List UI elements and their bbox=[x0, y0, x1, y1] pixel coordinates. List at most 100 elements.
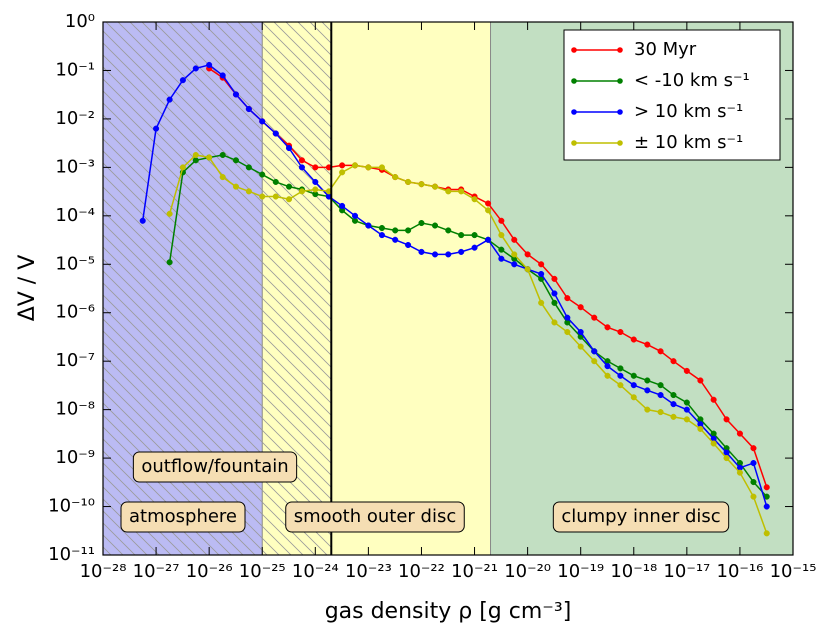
data-point bbox=[670, 392, 677, 399]
data-point bbox=[511, 251, 518, 258]
data-point bbox=[763, 484, 770, 491]
series-line bbox=[168, 154, 768, 534]
legend-marker bbox=[571, 109, 577, 115]
annotation: smooth outer disc bbox=[285, 501, 465, 533]
data-point bbox=[166, 96, 173, 103]
data-point bbox=[192, 157, 199, 164]
y-tick-label: 10⁻⁷ bbox=[55, 350, 95, 371]
data-point bbox=[219, 151, 226, 159]
annotation-box bbox=[552, 501, 730, 533]
legend-marker bbox=[571, 140, 577, 146]
data-point bbox=[431, 222, 439, 229]
data-point bbox=[670, 401, 677, 408]
x-tick-label: 10⁻²⁸ bbox=[80, 561, 127, 582]
annotation-label: atmosphere bbox=[129, 506, 237, 527]
legend-box bbox=[563, 29, 781, 161]
data-point bbox=[551, 319, 558, 326]
legend-label: > 10 km s⁻¹ bbox=[634, 101, 743, 122]
data-point bbox=[750, 479, 757, 486]
data-point bbox=[710, 440, 717, 447]
data-point bbox=[736, 430, 743, 437]
data-point bbox=[723, 449, 730, 456]
data-point bbox=[192, 151, 199, 159]
data-point bbox=[339, 162, 346, 169]
plot-frame bbox=[102, 21, 794, 556]
data-point bbox=[697, 377, 704, 384]
data-point bbox=[272, 193, 279, 200]
legend-label: 30 Myr bbox=[634, 39, 697, 60]
data-point bbox=[644, 406, 651, 413]
data-point bbox=[723, 416, 730, 423]
data-point bbox=[458, 248, 465, 255]
data-point bbox=[564, 314, 571, 321]
x-axis-label: gas density ρ [g cm⁻³] bbox=[325, 599, 572, 624]
data-point bbox=[285, 145, 293, 152]
data-point bbox=[351, 212, 359, 219]
x-tick-label: 10⁻²⁷ bbox=[133, 561, 180, 582]
data-point bbox=[245, 105, 252, 113]
legend-label: ± 10 km s⁻¹ bbox=[634, 132, 743, 153]
x-tick-label: 10⁻²⁶ bbox=[186, 561, 233, 582]
data-point bbox=[179, 164, 186, 171]
y-tick-label: 10⁻⁸ bbox=[55, 399, 95, 420]
data-point bbox=[272, 178, 279, 185]
annotation: clumpy inner disc bbox=[552, 501, 730, 533]
data-point bbox=[298, 157, 305, 164]
data-point bbox=[644, 341, 651, 348]
legend-marker bbox=[617, 47, 623, 53]
data-point bbox=[418, 181, 425, 188]
data-point bbox=[524, 266, 531, 273]
data-point bbox=[683, 399, 690, 406]
x-tick-label: 10⁻¹⁶ bbox=[717, 561, 764, 582]
data-point bbox=[232, 183, 240, 190]
data-point bbox=[511, 261, 518, 268]
data-point bbox=[471, 196, 478, 203]
data-point bbox=[670, 413, 677, 420]
x-tick-label: 10⁻¹⁵ bbox=[770, 561, 817, 582]
series-line bbox=[168, 154, 768, 498]
data-point bbox=[683, 406, 690, 413]
data-point bbox=[630, 372, 637, 379]
data-point bbox=[498, 246, 505, 253]
data-point bbox=[498, 232, 505, 239]
data-point bbox=[591, 358, 598, 365]
data-point bbox=[405, 227, 412, 234]
data-point bbox=[604, 363, 611, 370]
data-point bbox=[392, 174, 399, 181]
data-point bbox=[245, 164, 252, 171]
data-point bbox=[644, 387, 651, 394]
series bbox=[166, 151, 770, 537]
series bbox=[139, 61, 770, 510]
data-point bbox=[577, 328, 584, 336]
data-point bbox=[498, 217, 505, 224]
y-tick-label: 10⁻⁵ bbox=[55, 253, 95, 274]
x-tick-label: 10⁻¹⁸ bbox=[610, 561, 657, 582]
data-point bbox=[192, 65, 199, 72]
data-point bbox=[750, 445, 757, 452]
data-point bbox=[418, 219, 425, 227]
legend-marker bbox=[571, 47, 577, 53]
data-point bbox=[405, 241, 412, 249]
data-point bbox=[339, 169, 346, 176]
data-point bbox=[378, 164, 385, 171]
data-point bbox=[551, 299, 558, 306]
data-point bbox=[617, 372, 624, 379]
data-point bbox=[351, 162, 359, 169]
y-tick-label: 10⁻¹¹ bbox=[48, 544, 95, 565]
data-point bbox=[538, 261, 545, 268]
data-point bbox=[485, 236, 492, 243]
data-point bbox=[591, 314, 598, 321]
annotation-label: smooth outer disc bbox=[294, 506, 457, 527]
data-point bbox=[298, 164, 305, 171]
data-point bbox=[219, 72, 226, 79]
data-point bbox=[232, 157, 240, 164]
data-point bbox=[617, 382, 624, 389]
data-point bbox=[431, 251, 439, 258]
data-point bbox=[259, 118, 266, 125]
data-point bbox=[418, 248, 425, 255]
data-point bbox=[564, 328, 571, 336]
data-point bbox=[153, 125, 160, 132]
data-point bbox=[763, 530, 770, 537]
data-point bbox=[723, 455, 730, 462]
data-point bbox=[630, 336, 637, 343]
